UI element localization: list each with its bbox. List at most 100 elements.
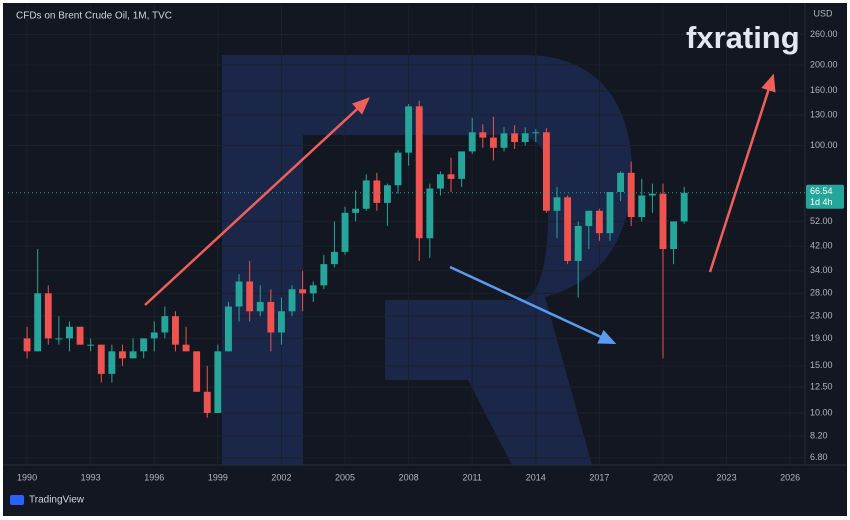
y-tick-label: 42.00: [810, 241, 833, 251]
candle-body: [521, 133, 529, 143]
candle-body: [203, 391, 211, 413]
candle-body: [161, 316, 169, 333]
candle-body: [362, 180, 370, 209]
candle-body: [585, 210, 593, 226]
x-tick-label: 1999: [208, 472, 228, 482]
candle-body: [468, 132, 476, 152]
candle-body: [23, 338, 31, 352]
candle-body: [564, 197, 572, 261]
y-tick-label: 8.20: [810, 430, 828, 440]
candle-body: [405, 106, 413, 153]
chart-title: CFDs on Brent Crude Oil, 1M, TVC: [16, 11, 172, 22]
candle-body: [680, 192, 688, 222]
candle-body: [638, 195, 646, 218]
candle-body: [87, 344, 95, 346]
x-tick-label: 1990: [17, 472, 37, 482]
candle-body: [394, 152, 402, 186]
x-tick-label: 1993: [81, 472, 101, 482]
candle-body: [76, 326, 84, 345]
candle-body: [44, 293, 52, 339]
candle-body: [182, 344, 190, 352]
candle-body: [373, 180, 381, 203]
trend-arrow: [708, 73, 776, 273]
candle-body: [235, 281, 243, 307]
candle-body: [595, 210, 603, 234]
candle-body: [415, 106, 423, 239]
candle-body: [172, 316, 179, 345]
trend-arrow: [144, 97, 370, 306]
candle-body: [129, 351, 137, 359]
candle-body: [542, 132, 550, 211]
candle-body: [277, 311, 285, 333]
candle-body: [436, 174, 444, 189]
candle-body: [309, 285, 317, 294]
y-tick-label: 100.00: [810, 140, 838, 150]
x-tick-label: 2017: [589, 472, 609, 482]
candle-body: [447, 174, 455, 179]
y-tick-label: 19.00: [810, 333, 833, 343]
candle-body: [659, 193, 667, 250]
x-tick-label: 2026: [780, 472, 800, 482]
candle-body: [193, 351, 201, 392]
candle-body: [55, 338, 63, 340]
footer-icon: [10, 495, 24, 505]
x-tick-label: 2014: [526, 472, 546, 482]
candle-body: [553, 197, 561, 211]
candle-body: [617, 172, 625, 192]
candle-body: [383, 185, 391, 203]
y-tick-label: 200.00: [810, 59, 838, 69]
y-tick-label: 23.00: [810, 311, 833, 321]
y-tick-label: 12.50: [810, 381, 833, 391]
y-tick-label: 10.00: [810, 407, 833, 417]
candle-body: [66, 326, 73, 339]
candle-body: [256, 301, 264, 312]
candles: [23, 100, 688, 418]
price-label-box: [806, 184, 844, 209]
candle-body: [150, 332, 158, 339]
candle-body: [246, 281, 254, 312]
watermark: [222, 55, 632, 465]
candle-body: [341, 212, 349, 252]
currency: USD: [813, 8, 833, 18]
x-tick-label: 2023: [717, 472, 737, 482]
candle-body: [97, 344, 105, 374]
candle-body: [670, 221, 678, 250]
candle-body: [606, 191, 614, 234]
y-tick-label: 28.00: [810, 288, 833, 298]
candle-body: [34, 293, 42, 352]
candle-body: [648, 193, 656, 196]
y-tick-label: 6.80: [810, 452, 828, 462]
candle-body: [532, 132, 540, 134]
candle-body: [458, 151, 466, 179]
candle-body: [288, 289, 296, 312]
y-tick-label: 130.00: [810, 109, 838, 119]
footer-brand: TradingView: [29, 495, 85, 506]
candle-body: [574, 225, 582, 261]
candle-body: [352, 208, 360, 213]
candle-body: [108, 351, 116, 374]
x-tick-label: 2002: [271, 472, 291, 482]
x-tick-label: 2020: [653, 472, 673, 482]
price-label: 66.54: [810, 186, 833, 196]
countdown-label: 1d 4h: [810, 197, 833, 207]
candle-body: [330, 251, 338, 265]
candle-body: [299, 289, 307, 294]
candle-body: [140, 338, 148, 352]
candle-body: [627, 172, 635, 218]
candle-body: [119, 351, 126, 359]
trend-arrow: [449, 265, 617, 345]
y-tick-label: 52.00: [810, 216, 833, 226]
x-tick-label: 1996: [144, 472, 164, 482]
brand-logo: fxrating: [686, 20, 800, 55]
candle-body: [267, 301, 275, 333]
x-tick-label: 2011: [463, 472, 482, 482]
y-tick-label: 15.00: [810, 360, 833, 370]
y-tick-label: 260.00: [810, 29, 838, 39]
candle-body: [320, 264, 328, 286]
candle-body: [225, 306, 232, 352]
x-tick-label: 2008: [399, 472, 419, 482]
candle-body: [426, 188, 434, 239]
candle-body: [489, 137, 497, 148]
candle-body: [500, 133, 508, 148]
